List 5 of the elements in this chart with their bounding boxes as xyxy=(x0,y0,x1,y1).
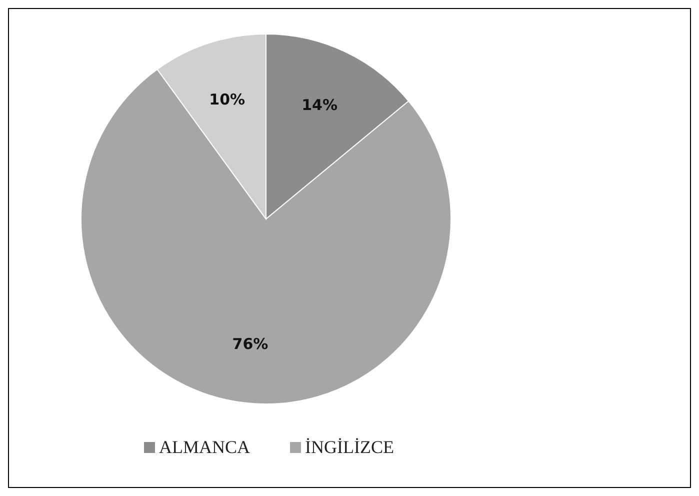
legend-label: İNGİLİZCE xyxy=(305,437,394,458)
legend-label: ALMANCA xyxy=(159,437,250,458)
data-label: 10% xyxy=(209,90,246,108)
data-label: 76% xyxy=(232,334,268,353)
data-label: 14% xyxy=(302,96,338,114)
